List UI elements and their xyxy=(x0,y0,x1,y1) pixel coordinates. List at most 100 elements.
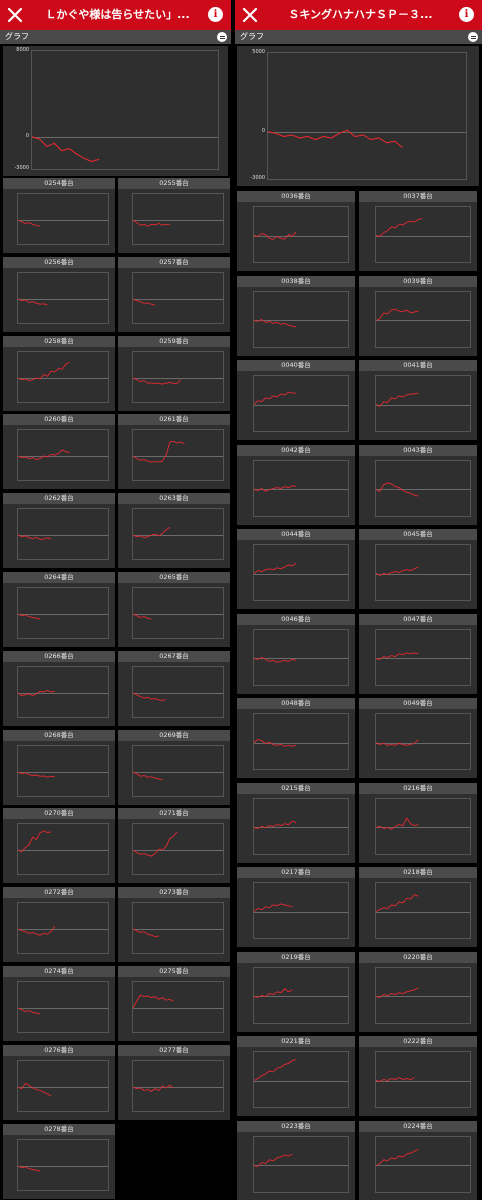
diff-series xyxy=(253,1153,293,1167)
mini-graph xyxy=(17,587,109,639)
machine-card[interactable]: 0278番台 xyxy=(3,1123,115,1199)
machine-card[interactable]: 0277番台 xyxy=(118,1044,230,1120)
diff-line xyxy=(375,651,419,660)
diff-line xyxy=(253,739,297,747)
machine-card[interactable]: 0217番台 xyxy=(237,867,355,947)
mini-graph xyxy=(253,375,349,432)
machine-card[interactable]: 0260番台 xyxy=(3,414,115,490)
machine-card[interactable]: 0259番台 xyxy=(118,335,230,411)
machine-card[interactable]: 0255番台 xyxy=(118,178,230,253)
mini-graph xyxy=(17,271,109,324)
machine-card[interactable]: 0048番台 xyxy=(237,698,355,778)
diff-series xyxy=(375,739,419,746)
diff-series xyxy=(132,441,185,463)
machine-card[interactable]: 0263番台 xyxy=(118,493,230,569)
machine-card[interactable]: 0273番台 xyxy=(118,887,230,963)
y-axis-label: -3000 xyxy=(250,175,265,181)
machine-number: 0261番台 xyxy=(118,414,230,426)
machine-card[interactable]: 0270番台 xyxy=(3,808,115,884)
machine-card[interactable]: 0257番台 xyxy=(118,256,230,332)
diff-line xyxy=(132,377,182,385)
machine-card[interactable]: 0040番台 xyxy=(237,360,355,440)
machine-card[interactable]: 0264番台 xyxy=(3,572,115,647)
diff-series xyxy=(132,928,159,938)
machine-number: 0268番台 xyxy=(3,729,115,741)
machine-card[interactable]: 0216番台 xyxy=(359,782,477,863)
diff-series xyxy=(17,926,56,936)
machine-card[interactable]: 0276番台 xyxy=(3,1044,115,1120)
machine-card[interactable]: 0037番台 xyxy=(359,191,477,271)
diff-line xyxy=(375,739,419,746)
diff-line xyxy=(132,692,167,701)
diff-line xyxy=(375,1148,419,1166)
mini-graph xyxy=(375,1051,471,1108)
machine-card[interactable]: 0043番台 xyxy=(359,444,477,525)
machine-card[interactable]: 0275番台 xyxy=(118,966,230,1041)
menu-toggle-icon[interactable] xyxy=(468,32,478,42)
zero-line xyxy=(254,742,348,744)
machine-card[interactable]: 0267番台 xyxy=(118,650,230,726)
zero-line xyxy=(376,489,470,490)
mini-graph xyxy=(132,193,224,245)
machine-card[interactable]: 0254番台 xyxy=(3,178,115,253)
diff-series xyxy=(132,771,163,780)
machine-card[interactable]: 0221番台 xyxy=(237,1036,355,1116)
machine-card[interactable]: 0042番台 xyxy=(237,444,355,525)
mini-graph xyxy=(132,823,224,876)
close-icon[interactable] xyxy=(7,7,23,23)
machine-card[interactable]: 0262番台 xyxy=(3,493,115,569)
diff-line xyxy=(132,298,156,306)
diff-line xyxy=(132,613,152,620)
zero-line xyxy=(18,1086,108,1088)
summary-graph: 8000 0 -3000 xyxy=(3,46,228,176)
machine-card[interactable]: 0044番台 xyxy=(237,529,355,609)
diff-line xyxy=(375,987,419,998)
machine-card[interactable]: 0036番台 xyxy=(237,191,355,271)
close-icon[interactable] xyxy=(242,7,258,23)
mini-graph xyxy=(375,797,471,855)
machine-card[interactable]: 0215番台 xyxy=(237,782,355,863)
machine-card[interactable]: 0218番台 xyxy=(359,867,477,947)
machine-card[interactable]: 0271番台 xyxy=(118,808,230,884)
zero-line xyxy=(133,771,223,773)
machine-card[interactable]: 0045番台 xyxy=(359,529,477,609)
machine-card[interactable]: 0258番台 xyxy=(3,335,115,411)
machine-card[interactable]: 0220番台 xyxy=(359,951,477,1032)
machine-card[interactable]: 0269番台 xyxy=(118,729,230,805)
zero-line xyxy=(133,850,223,852)
machine-card[interactable]: 0219番台 xyxy=(237,951,355,1032)
diff-line xyxy=(17,1007,41,1015)
zero-line xyxy=(133,692,223,694)
machine-card[interactable]: 0261番台 xyxy=(118,414,230,490)
machine-number: 0045番台 xyxy=(359,529,477,540)
machine-card[interactable]: 0224番台 xyxy=(359,1120,477,1200)
mini-graph xyxy=(132,981,224,1033)
machine-card[interactable]: 0223番台 xyxy=(237,1120,355,1200)
machine-card[interactable]: 0047番台 xyxy=(359,613,477,694)
section-bar: グラフ xyxy=(0,30,231,44)
machine-card[interactable]: 0049番台 xyxy=(359,698,477,778)
machine-number: 0276番台 xyxy=(3,1044,115,1056)
machine-card[interactable]: 0046番台 xyxy=(237,613,355,694)
machine-card[interactable]: 0274番台 xyxy=(3,966,115,1041)
machine-card[interactable]: 0038番台 xyxy=(237,275,355,356)
page-title: Ｌかぐや様は告らせたい」... xyxy=(45,8,190,21)
info-icon[interactable]: i xyxy=(208,7,223,22)
diff-series xyxy=(253,739,297,747)
machine-card[interactable]: 0222番台 xyxy=(359,1036,477,1116)
zero-line xyxy=(18,1165,108,1167)
machine-card[interactable]: 0268番台 xyxy=(3,729,115,805)
diff-series xyxy=(132,994,174,1009)
diff-series xyxy=(253,1059,297,1081)
y-axis-label: 0 xyxy=(25,132,29,139)
menu-toggle-icon[interactable] xyxy=(217,32,227,42)
info-icon[interactable]: i xyxy=(459,7,474,22)
machine-card[interactable]: 0265番台 xyxy=(118,572,230,647)
machine-card[interactable]: 0041番台 xyxy=(359,360,477,440)
diff-series xyxy=(132,692,167,701)
machine-card[interactable]: 0039番台 xyxy=(359,275,477,356)
machine-card[interactable]: 0256番台 xyxy=(3,256,115,332)
zero-line xyxy=(133,1086,223,1088)
machine-card[interactable]: 0266番台 xyxy=(3,650,115,726)
machine-card[interactable]: 0272番台 xyxy=(3,887,115,963)
